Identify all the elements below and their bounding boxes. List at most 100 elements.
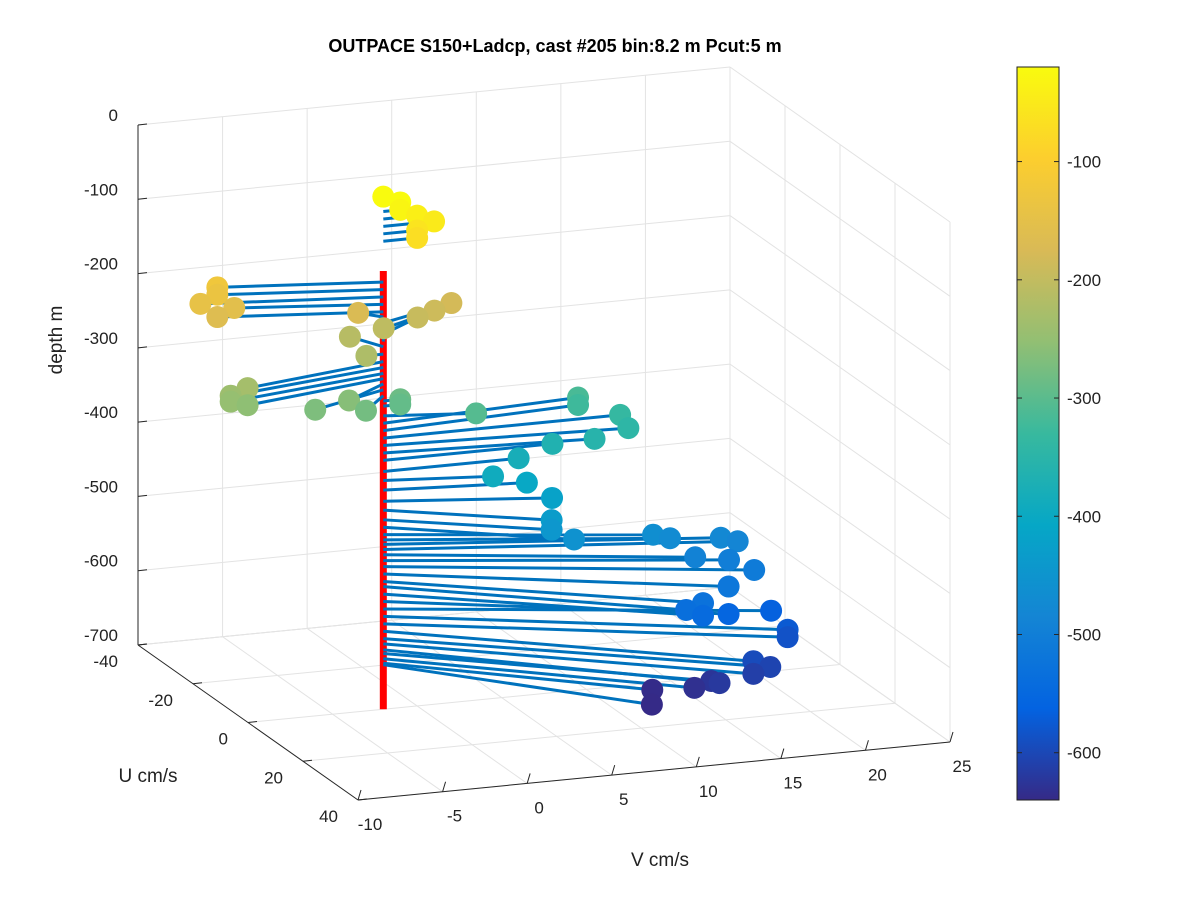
back-wall-gridline-z — [137, 215, 731, 275]
velocity-marker — [507, 447, 530, 470]
x-tick — [780, 748, 785, 759]
x-tick-label: -10 — [358, 815, 383, 834]
floor-back-edge — [137, 586, 731, 646]
velocity-marker — [206, 283, 229, 306]
colorbar: -100 -200 -300 -400 -500 -600 — [1016, 66, 1101, 801]
side-wall-gridline-z — [729, 140, 951, 297]
z-tick-label: -300 — [84, 329, 118, 348]
colorbar-tick-label: -200 — [1067, 271, 1101, 290]
velocity-marker — [372, 317, 395, 340]
floor-gridline-u — [302, 702, 896, 762]
velocity-stem — [383, 442, 553, 462]
colorbar-bar — [1016, 66, 1060, 801]
velocity-stem — [383, 518, 552, 532]
velocity-stem — [383, 558, 730, 563]
velocity-marker — [440, 292, 463, 315]
velocity-stem — [383, 585, 687, 612]
velocity-marker — [304, 398, 327, 421]
x-axis-line — [357, 741, 951, 801]
velocity-marker — [675, 598, 698, 621]
velocity-marker — [726, 530, 749, 553]
z-tick-label: -500 — [84, 477, 118, 496]
colorbar-tick-label: -400 — [1067, 507, 1101, 526]
side-wall-gridline-z — [729, 289, 951, 446]
velocity-marker — [617, 417, 640, 440]
velocity-marker — [338, 325, 361, 348]
velocity-stem — [383, 474, 494, 482]
velocity-stem — [230, 371, 384, 404]
back-wall-gridline-z — [137, 140, 731, 200]
axes-box: -10 -5 0 5 10 15 20 25-40-20020400-100-200-300-… — [84, 106, 971, 834]
x-tick — [864, 740, 869, 751]
side-wall-gridline-z — [729, 363, 951, 520]
velocity-marker — [406, 226, 429, 249]
velocity-marker — [354, 399, 377, 422]
velocity-stem — [383, 413, 621, 440]
velocity-stem — [383, 553, 696, 559]
velocity-stem — [383, 607, 772, 613]
y-tick-label: 40 — [319, 807, 338, 826]
velocity-marker — [659, 527, 682, 550]
velocity-marker — [759, 655, 782, 678]
velocity-marker — [717, 603, 740, 626]
z-tick-label: -700 — [84, 626, 118, 645]
velocity-marker — [423, 299, 446, 322]
velocity-marker — [515, 471, 538, 494]
back-wall-gridline-z — [137, 512, 731, 572]
velocity-marker — [389, 393, 412, 416]
velocity-stem — [383, 579, 704, 605]
velocity-stem — [383, 661, 653, 692]
velocity-marker — [236, 377, 259, 400]
z-axis-label: depth m — [46, 306, 67, 375]
y-tick-label: -40 — [93, 652, 118, 671]
velocity-marker — [717, 575, 740, 598]
y-tick-label: -20 — [148, 691, 173, 710]
velocity-marker — [541, 432, 564, 455]
y-tick — [302, 759, 313, 762]
velocity-stem — [383, 663, 653, 707]
x-tick-label: 5 — [619, 790, 628, 809]
y-tick — [247, 721, 258, 723]
z-tick — [137, 123, 148, 126]
y-tick — [192, 682, 203, 685]
x-tick — [695, 756, 700, 768]
z-tick — [137, 420, 148, 423]
x-tick — [611, 764, 616, 776]
velocity-marker — [355, 344, 378, 367]
z-tick — [137, 494, 148, 497]
velocity-marker — [219, 390, 242, 413]
velocity-marker — [567, 393, 590, 416]
z-tick-label: 0 — [109, 106, 118, 125]
velocity-stem — [383, 565, 755, 572]
y-tick-label: 20 — [264, 768, 283, 787]
velocity-marker — [718, 548, 741, 571]
y-tick — [357, 798, 368, 801]
z-tick — [137, 569, 148, 572]
velocity-marker — [347, 301, 370, 324]
x-tick-label: -5 — [447, 807, 462, 826]
velocity-marker — [540, 518, 563, 541]
velocity-marker — [743, 559, 766, 582]
velocity-marker — [338, 389, 361, 412]
side-wall-gridline-z — [729, 66, 951, 223]
x-tick — [526, 773, 531, 784]
velocity-stem — [217, 280, 384, 289]
floor-gridline-u — [192, 625, 786, 685]
plot-data — [189, 185, 799, 716]
velocity-marker — [406, 306, 429, 329]
x-tick — [357, 789, 362, 801]
z-tick — [137, 272, 148, 275]
velocity-marker — [708, 672, 731, 695]
velocity-marker — [389, 198, 412, 221]
velocity-stem — [383, 642, 754, 676]
velocity-stem — [383, 622, 788, 639]
velocity-stem — [383, 657, 695, 690]
velocity-stem — [383, 600, 729, 616]
velocity-marker — [692, 604, 715, 627]
y-tick-label: 0 — [219, 730, 228, 749]
velocity-marker — [423, 210, 446, 233]
velocity-marker — [372, 185, 395, 208]
velocity-marker — [541, 486, 564, 509]
velocity-marker — [640, 693, 663, 716]
